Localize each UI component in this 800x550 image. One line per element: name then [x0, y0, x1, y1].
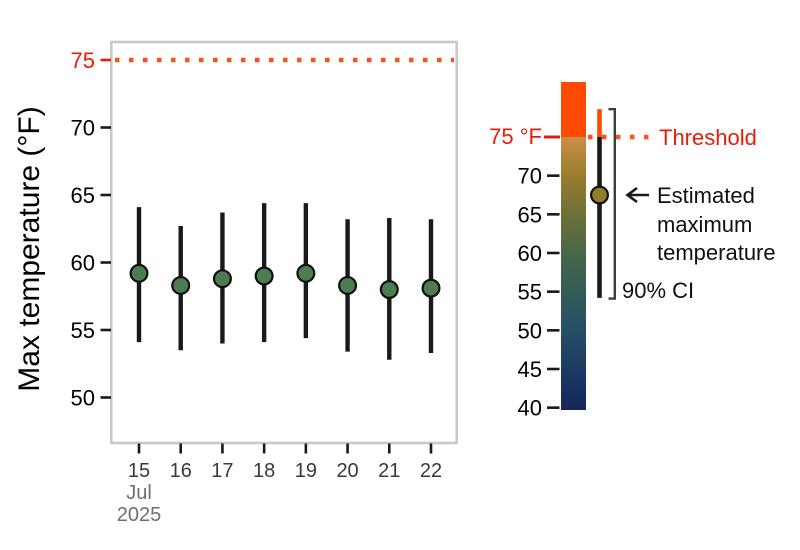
- estimated-max-temp-label: Estimated maximum temperature: [657, 182, 776, 268]
- y-tick-label: 60: [71, 251, 95, 276]
- colorbar-tick-label: 65: [518, 202, 542, 227]
- colorbar-tick-label: 50: [518, 318, 542, 343]
- x-tick-label: 18: [253, 460, 275, 482]
- colorbar-threshold-tick-label: 75 °F: [489, 124, 542, 149]
- estimated-label-line2: maximum: [657, 211, 753, 237]
- x-tick-label: 21: [378, 460, 400, 482]
- threshold-label: Threshold: [659, 125, 757, 150]
- x-tick-label: 19: [295, 460, 317, 482]
- data-point: [129, 263, 149, 283]
- data-point: [296, 263, 316, 283]
- arrow-left-icon: [625, 186, 649, 204]
- temperature-colorbar: [561, 82, 586, 410]
- data-point: [421, 278, 441, 298]
- colorbar-tick-label: 45: [518, 357, 542, 382]
- x-tick-label: 17: [211, 460, 233, 482]
- ci-label: 90% CI: [622, 278, 695, 303]
- estimated-label-line1: Estimated: [657, 183, 755, 208]
- plot-panel: [110, 40, 458, 445]
- y-tick-label: 65: [71, 183, 95, 208]
- data-point: [379, 280, 399, 300]
- estimated-label-line3: temperature: [657, 240, 776, 265]
- data-point: [171, 275, 191, 295]
- colorbar-tick-label: 70: [518, 164, 542, 189]
- y-tick-label: 70: [71, 116, 95, 141]
- y-tick-label: 75: [71, 48, 95, 73]
- colorbar-tick-label: 60: [518, 241, 542, 266]
- data-point: [254, 266, 274, 286]
- x-tick-label: 22: [420, 460, 442, 482]
- y-tick-label: 50: [71, 386, 95, 411]
- legend-point: [589, 185, 609, 205]
- x-axis-year-label: 2025: [116, 504, 162, 526]
- x-axis-month-label: Jul: [126, 482, 152, 504]
- y-tick-label: 55: [71, 318, 95, 343]
- ci-bracket: [608, 107, 616, 300]
- colorbar-tick-label: 40: [518, 396, 542, 421]
- x-tick-label: 20: [336, 460, 358, 482]
- data-point: [338, 275, 358, 295]
- y-axis-title: Max temperature (°F): [13, 106, 46, 392]
- colorbar-tick-label: 55: [518, 280, 542, 305]
- data-point: [212, 269, 232, 289]
- x-tick-label: 15: [128, 460, 150, 482]
- x-tick-label: 16: [170, 460, 192, 482]
